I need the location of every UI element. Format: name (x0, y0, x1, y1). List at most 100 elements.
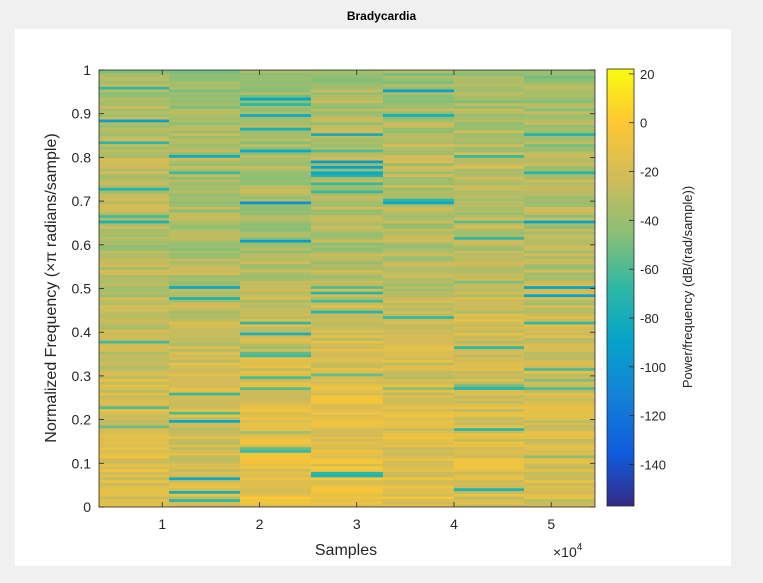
spectrogram-cell (311, 425, 384, 429)
spectrogram-cell (99, 463, 170, 467)
spectrogram-cell (311, 274, 384, 278)
spectrogram-cell (311, 389, 384, 393)
spectrogram-cell (311, 242, 384, 246)
spectrogram-cell (169, 146, 241, 150)
spectrogram-cell (382, 444, 455, 448)
spectrogram-cell (524, 457, 595, 461)
spectrogram-cell (382, 212, 455, 216)
spectrogram-cell (169, 203, 241, 207)
spectrogram-cell (240, 403, 312, 407)
spectrogram-cell (524, 244, 595, 248)
spectrogram-cell (169, 356, 241, 360)
spectrogram-cell (382, 367, 455, 371)
spectrogram-cell (453, 217, 525, 221)
spectrogram-cell (311, 269, 384, 273)
spectrogram-cell (453, 400, 525, 404)
spectrogram-cell (311, 72, 384, 76)
spectrogram-cell (382, 168, 455, 172)
spectrogram-cell (453, 318, 525, 322)
spectrogram-cell (99, 375, 170, 380)
spectrogram-cell (99, 255, 170, 259)
spectrogram-cell (453, 277, 525, 281)
spectrogram-cell (453, 468, 525, 472)
spectrogram-cell (311, 190, 384, 194)
spectrogram-cell (99, 403, 170, 407)
spectrogram-cell (240, 181, 312, 186)
spectrogram-cell (169, 318, 241, 322)
spectrogram-cell (99, 184, 170, 188)
spectrogram-cell (382, 97, 455, 101)
spectrogram-cell (240, 91, 312, 95)
spectrogram-cell (169, 220, 241, 224)
spectrogram-cell (382, 233, 455, 238)
spectrogram-cell (524, 222, 595, 227)
spectrogram-cell (311, 313, 384, 317)
spectrogram-cell (311, 151, 384, 156)
spectrogram-cell (311, 373, 384, 377)
spectrogram-cell (169, 181, 241, 186)
spectrogram-cell (453, 222, 525, 227)
spectrogram-cell (169, 143, 241, 147)
spectrogram-cell (169, 449, 241, 453)
spectrogram-cell (240, 474, 312, 478)
spectrogram-cell (311, 157, 384, 161)
spectrogram-cell (240, 449, 312, 453)
spectrogram-cell (311, 102, 384, 106)
spectrogram-cell (240, 446, 312, 451)
spectrogram-cell (524, 165, 595, 169)
spectrogram-cell (382, 449, 455, 453)
spectrogram-cell (524, 364, 595, 369)
spectrogram-cell (382, 154, 455, 158)
spectrogram-cell (524, 414, 595, 418)
spectrogram-cell (453, 89, 525, 93)
spectrogram-cell (382, 247, 455, 251)
spectrogram-cell (382, 231, 455, 235)
spectrogram-cell (99, 75, 170, 79)
spectrogram-cell (453, 310, 525, 314)
spectrogram-cell (240, 329, 312, 333)
spectrogram-cell (453, 263, 525, 268)
spectrogram-cell (524, 239, 595, 243)
spectrogram-cell (382, 345, 455, 349)
spectrogram-cell (524, 463, 595, 467)
spectrogram-cell (524, 100, 595, 104)
spectrogram-cell (382, 490, 455, 494)
spectrogram-cell (311, 441, 384, 445)
spectrogram-cell (382, 321, 455, 325)
spectrogram-cell (453, 356, 525, 360)
spectrogram-cell (99, 80, 170, 85)
spectrogram-cell (240, 304, 312, 309)
colorbar-tick-label: -20 (640, 165, 659, 180)
spectrogram-cell (99, 187, 170, 191)
spectrogram-cell (453, 378, 525, 382)
spectrogram-cell (524, 332, 595, 336)
spectrogram-cell (524, 119, 595, 123)
spectrogram-cell (453, 214, 525, 218)
spectrogram-cell (311, 356, 384, 360)
spectrogram-cell (524, 184, 595, 188)
spectrogram-cell (453, 321, 525, 325)
spectrogram-cell (240, 430, 312, 434)
spectrogram-cell (99, 132, 170, 136)
spectrogram-cell (524, 277, 595, 281)
spectrogram-cell (524, 435, 595, 440)
spectrogram-cell (453, 119, 525, 123)
spectrogram-cell (453, 100, 525, 104)
spectrogram-cell (99, 72, 170, 76)
spectrogram-cell (524, 198, 595, 202)
spectrogram-cell (453, 397, 525, 401)
spectrogram-cell (524, 192, 595, 197)
spectrogram-cell (311, 293, 384, 298)
spectrogram-cell (311, 203, 384, 207)
spectrogram-cell (99, 392, 170, 396)
spectrogram-cell (311, 222, 384, 227)
spectrogram-cell (382, 119, 455, 123)
spectrogram-cell (169, 222, 241, 227)
spectrogram-cell (311, 100, 384, 104)
spectrogram-cell (311, 471, 384, 475)
spectrogram-cell (99, 441, 170, 445)
spectrogram-cell (240, 315, 312, 319)
spectrogram-cell (524, 367, 595, 371)
spectrogram-cell (382, 86, 455, 90)
spectrogram-cell (311, 296, 384, 300)
